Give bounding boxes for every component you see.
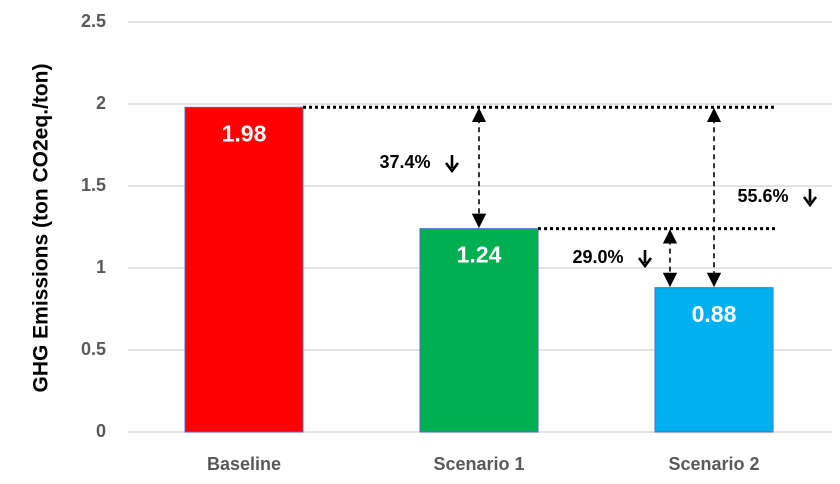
bar-scenario-2 <box>654 287 774 433</box>
reduction-label: 29.0% <box>572 247 623 267</box>
y-tick-label: 2 <box>96 93 106 113</box>
x-category-label: Baseline <box>207 454 281 474</box>
bars: 1.98 1.24 0.88 <box>184 106 774 433</box>
annotations: 37.4% 29.0% 55.6% <box>303 105 818 288</box>
y-tick-label: 0 <box>96 421 106 441</box>
y-tick-label: 1 <box>96 257 106 277</box>
data-label: 0.88 <box>692 301 737 327</box>
down-arrow-icon <box>637 250 653 269</box>
y-tick-label: 2.5 <box>81 11 106 31</box>
y-tick-label: 1.5 <box>81 175 106 195</box>
y-axis-label: GHG Emissions (ton CO2eq./ton) <box>30 63 53 392</box>
data-label: 1.24 <box>457 242 502 268</box>
reduction-label: 37.4% <box>379 152 430 172</box>
reduction-label: 55.6% <box>737 186 788 206</box>
y-tick-label: 0.5 <box>81 339 106 359</box>
down-arrow-icon <box>444 155 460 174</box>
x-category-label: Scenario 2 <box>668 454 759 474</box>
x-axis-categories: Baseline Scenario 1 Scenario 2 <box>207 454 760 474</box>
bar-baseline <box>184 106 304 433</box>
data-label: 1.98 <box>222 120 267 146</box>
y-axis-ticks: 0 0.5 1 1.5 2 2.5 <box>81 11 106 441</box>
down-arrow-icon <box>802 189 818 208</box>
x-category-label: Scenario 1 <box>433 454 524 474</box>
bar-scenario-1 <box>419 228 539 433</box>
